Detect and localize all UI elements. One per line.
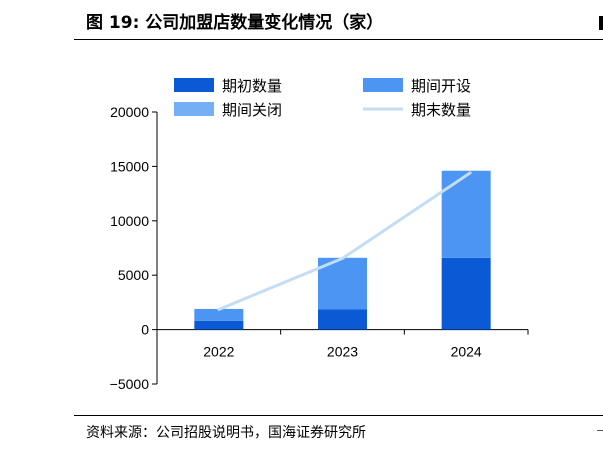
legend-label: 期间关闭 xyxy=(222,101,282,119)
chart-title: 图 19: 公司加盟店数量变化情况（家） xyxy=(86,13,384,33)
legend-swatch xyxy=(174,102,214,116)
axes: −5000 0 5000 10000 15000 20000 2022 2023 2024 xyxy=(110,104,529,392)
bottom-divider xyxy=(74,415,603,416)
source-note: 资料来源：公司招股说明书，国海证券研究所 xyxy=(86,425,366,441)
legend-label: 期间开设 xyxy=(411,77,471,95)
line-series xyxy=(217,171,472,311)
edge-mark xyxy=(599,16,603,30)
bar-segment xyxy=(441,170,491,258)
legend-label: 期末数量 xyxy=(411,101,471,119)
y-tick-label: 15000 xyxy=(110,158,149,174)
y-tick-label: 0 xyxy=(141,322,149,338)
bar-segment xyxy=(318,309,367,330)
top-divider xyxy=(74,39,603,40)
edge-tick xyxy=(597,430,603,431)
bar-segment xyxy=(194,308,244,321)
legend-label: 期初数量 xyxy=(222,77,282,95)
x-tick-label: 2024 xyxy=(451,344,482,360)
bar-segment xyxy=(194,320,244,330)
bar-segment xyxy=(441,257,491,330)
legend-swatch xyxy=(174,78,214,92)
x-tick-label: 2022 xyxy=(203,344,234,360)
x-tick-label: 2023 xyxy=(327,344,358,360)
bars xyxy=(194,170,491,330)
line-series-path xyxy=(217,171,472,311)
y-tick-label: 20000 xyxy=(110,104,149,120)
y-tick-label: −5000 xyxy=(110,376,150,392)
y-tick-label: 5000 xyxy=(118,267,149,283)
legend-swatch xyxy=(363,78,403,92)
y-tick-label: 10000 xyxy=(110,213,149,229)
